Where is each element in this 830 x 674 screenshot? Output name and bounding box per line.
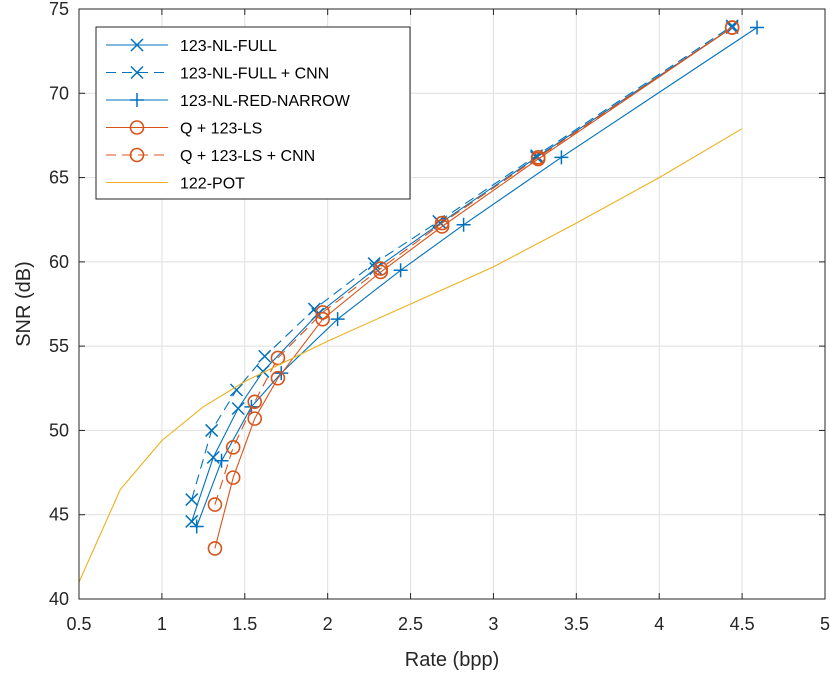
- x-axis-label: Rate (bpp): [405, 649, 500, 671]
- series-line: [214, 27, 733, 505]
- x-tick-label: 0.5: [66, 614, 91, 634]
- data-point: [330, 312, 345, 327]
- x-tick-label: 4: [654, 614, 664, 634]
- data-point: [225, 439, 241, 455]
- legend-entry: 122-POT: [106, 176, 245, 193]
- x-tick-label: 1.5: [232, 614, 257, 634]
- legend: 123-NL-FULL 123-NL-FULL + CNN 123-NL-RED-N…: [95, 26, 411, 200]
- legend-label: Q + 123-LS: [180, 121, 262, 138]
- legend-entry: Q + 123-LS: [106, 120, 262, 138]
- series-group: [78, 19, 765, 583]
- legend-label: 123-NL-RED-NARROW: [180, 93, 351, 110]
- data-point: [229, 383, 244, 397]
- data-point: [185, 514, 199, 528]
- plot-frame: [78, 8, 826, 600]
- legend-entry: 123-NL-FULL + CNN: [106, 66, 329, 83]
- y-tick-label: 55: [49, 336, 69, 356]
- data-point: [315, 305, 330, 320]
- y-axis-label: SNR (dB): [13, 261, 35, 347]
- legend-label: 123-NL-FULL + CNN: [180, 66, 329, 83]
- ticks: 0.5 1 1.5 2 2.5 3 3.5 4 4.5 5 40 45 50 55 60 65 70 75: [49, 0, 830, 634]
- legend-label: 122-POT: [180, 176, 245, 193]
- series-1: [185, 19, 739, 507]
- y-tick-label: 75: [49, 0, 69, 19]
- data-point: [456, 217, 471, 232]
- data-point: [207, 541, 223, 556]
- series-line: [78, 128, 743, 583]
- data-point: [307, 302, 321, 316]
- data-point: [205, 423, 219, 437]
- data-point: [247, 411, 263, 426]
- legend-label: Q + 123-LS + CNN: [180, 148, 315, 165]
- legend-entry: 123-NL-FULL: [106, 38, 277, 55]
- series-5: [78, 128, 743, 583]
- y-tick-label: 40: [49, 589, 69, 609]
- data-point: [256, 364, 270, 378]
- legend-entry: 123-NL-RED-NARROW: [106, 93, 351, 110]
- data-point: [393, 263, 408, 278]
- legend-marker: [129, 147, 145, 163]
- y-tick-label: 50: [49, 420, 69, 440]
- data-point: [207, 497, 223, 512]
- data-point: [270, 370, 286, 386]
- data-point: [231, 401, 245, 416]
- x-tick-label: 3.5: [564, 614, 589, 634]
- data-point: [724, 20, 740, 35]
- series-2: [189, 20, 765, 534]
- legend-marker: [130, 65, 144, 80]
- y-tick-label: 60: [49, 252, 69, 272]
- data-point: [373, 261, 389, 276]
- y-tick-label: 65: [49, 168, 69, 188]
- data-point: [530, 150, 546, 165]
- x-tick-label: 1: [157, 614, 167, 634]
- x-tick-label: 4.5: [730, 614, 755, 634]
- data-point: [270, 350, 286, 366]
- x-tick-label: 3: [488, 614, 498, 634]
- y-tick-label: 45: [49, 505, 69, 525]
- y-tick-label: 70: [49, 83, 69, 103]
- x-tick-label: 5: [820, 614, 830, 634]
- legend-box: [95, 26, 411, 200]
- legend-marker: [130, 38, 144, 52]
- data-point: [434, 219, 450, 234]
- data-point: [214, 453, 229, 468]
- series-4: [207, 20, 740, 512]
- data-point: [258, 349, 272, 363]
- x-tick-label: 2: [323, 614, 333, 634]
- data-point: [373, 264, 389, 280]
- legend-marker: [130, 93, 144, 107]
- data-point: [367, 257, 381, 271]
- x-tick-label: 2.5: [398, 614, 423, 634]
- data-point: [189, 519, 204, 534]
- legend-label: 123-NL-FULL: [180, 38, 277, 55]
- data-point: [554, 150, 569, 165]
- data-point: [247, 394, 263, 410]
- data-point: [750, 20, 765, 35]
- data-point: [434, 215, 450, 231]
- data-point: [225, 470, 241, 485]
- legend-entry: Q + 123-LS + CNN: [106, 147, 315, 165]
- data-point: [185, 493, 199, 507]
- legend-marker: [129, 120, 145, 135]
